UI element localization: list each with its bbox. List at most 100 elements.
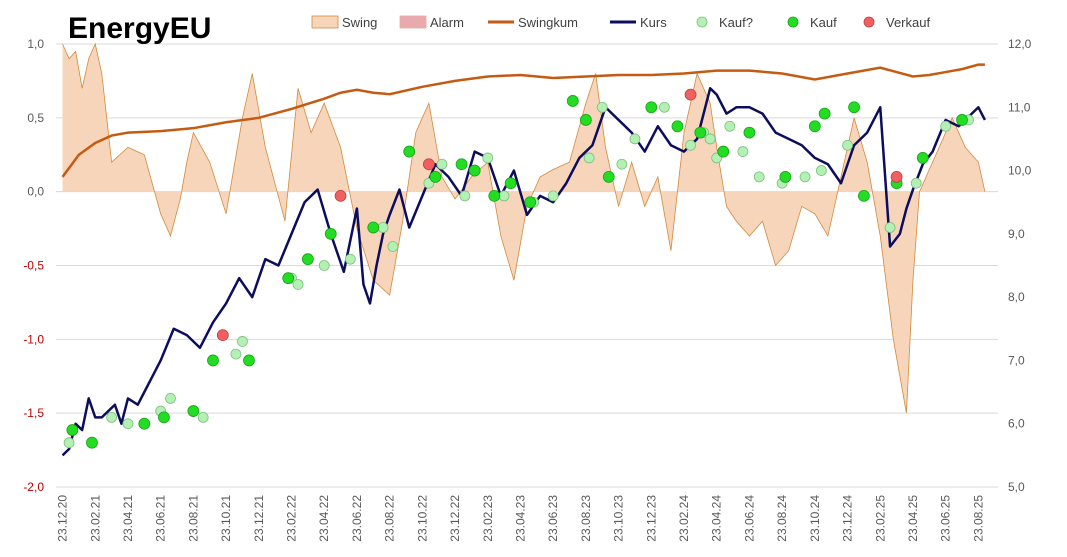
legend-label: Swingkum [518,15,578,30]
marker-kauf [86,436,98,449]
marker-kauf [324,227,337,240]
marker-kauf-q [940,120,952,132]
x-tick-label: 23.12.24 [841,495,855,542]
marker-kauf [857,189,870,202]
marker-kauf-q [292,279,304,290]
x-tick-label: 23.08.24 [775,495,789,542]
x-tick-label: 23.04.24 [710,495,724,542]
x-tick-label: 23.06.23 [546,495,560,542]
swingkum-path [61,63,985,178]
marker-kauf [645,101,658,114]
marker-kauf [301,253,314,266]
y-right-tick-label: 6,0 [1008,417,1025,431]
marker-kauf-q [753,171,765,183]
marker-kauf [694,126,707,139]
y-right-tick-label: 8,0 [1008,290,1025,304]
y-left-tick-label: -1,0 [23,332,44,346]
marker-kauf-q [842,139,853,151]
y-left-tick-label: 0,0 [27,185,44,199]
chart-title: EnergyEU [68,12,211,45]
legend-label: Kauf? [719,15,753,30]
marker-kauf [524,196,537,209]
x-tick-label: 23.04.25 [906,495,920,542]
kurs-line [61,87,987,457]
x-tick-label: 23.02.21 [88,495,102,542]
x-tick-label: 23.04.21 [121,495,135,542]
x-tick-label: 23.10.22 [415,495,429,542]
legend: Swing Alarm Swingkum Kurs Kauf? Kauf Verkauf [311,15,930,30]
marker-kauf-q [63,437,75,449]
marker-kauf [579,114,592,126]
marker-verkauf [684,88,697,101]
y-right-tick-label: 11,0 [1008,100,1031,114]
marker-kauf-q [799,171,811,183]
marker-kauf-q [387,241,399,252]
x-tick-label: 23.02.22 [285,495,299,542]
x-tick-label: 23.12.21 [252,495,266,542]
marker-kauf [808,120,821,133]
x-tick-label: 23.08.21 [186,495,200,542]
y-left-tick-label: 1,0 [27,37,44,51]
legend-label: Kurs [640,15,667,30]
marker-kauf-q [658,101,670,113]
x-tick-label: 23.10.21 [219,495,233,542]
y-left-tick-label: -0,5 [23,259,44,273]
legend-label: Alarm [430,15,464,30]
marker-kauf-q [498,190,510,202]
x-tick-label: 23.08.25 [971,495,985,542]
x-tick-label: 23.02.24 [677,495,691,542]
marker-kauf [403,145,416,158]
legend-swatch [696,16,708,28]
x-tick-label: 23.06.22 [350,495,364,542]
legend-item-kauf: Kauf [787,15,837,30]
marker-kauf-q [237,336,248,347]
marker-kauf [468,164,481,177]
marker-kauf [717,145,730,158]
swing-outline [62,42,986,414]
marker-kauf [66,424,79,436]
x-tick-label: 23.10.23 [612,495,626,542]
y-left-tick-label: -1,5 [23,406,44,420]
swing-fill [62,44,985,414]
marker-kauf [566,95,579,107]
x-tick-label: 23.04.22 [317,495,331,542]
legend-label: Kauf [810,15,837,30]
marker-kauf [779,170,792,183]
marker-kauf-q [165,392,176,404]
marker-kauf-q [197,411,209,423]
legend-swatch [787,16,799,28]
x-tick-label: 23.06.21 [154,495,168,542]
marker-kauf-q [629,133,641,145]
marker-kauf-q [459,190,471,202]
marker-kauf-q [122,418,134,430]
marker-kauf [455,158,468,171]
x-tick-label: 23.12.20 [56,495,70,542]
marker-kauf [818,107,831,120]
x-tick-label: 23.12.22 [448,495,462,542]
marker-kauf-q [704,133,716,145]
marker-verkauf [890,170,903,183]
marker-kauf [488,189,501,202]
y-right-tick-label: 12,0 [1008,37,1032,51]
y-left-tick-label: 0,5 [27,111,44,125]
marker-kauf-q [377,222,389,233]
marker-kauf [138,417,151,430]
marker-kauf-q [318,260,330,271]
marker-kauf-q [596,101,608,113]
swingkum-line [61,63,985,178]
y-right-tick-label: 7,0 [1008,353,1025,367]
x-axis: 23.12.20 23.02.21 23.04.21 23.06.21 23.08.21… [56,495,986,542]
x-tick-label: 23.10.24 [808,495,822,542]
marker-kauf [282,272,295,285]
marker-kauf-q [436,158,448,170]
marker-kauf [207,354,219,367]
legend-item-swing: Swing [311,15,377,30]
marker-kauf-q [547,190,559,202]
x-tick-label: 23.02.25 [873,495,887,542]
legend-swatch [311,15,339,29]
marker-verkauf [422,158,435,171]
x-tick-label: 23.08.22 [383,495,397,542]
legend-label: Verkauf [886,15,930,30]
marker-kauf [187,405,200,417]
marker-kauf [916,152,929,164]
